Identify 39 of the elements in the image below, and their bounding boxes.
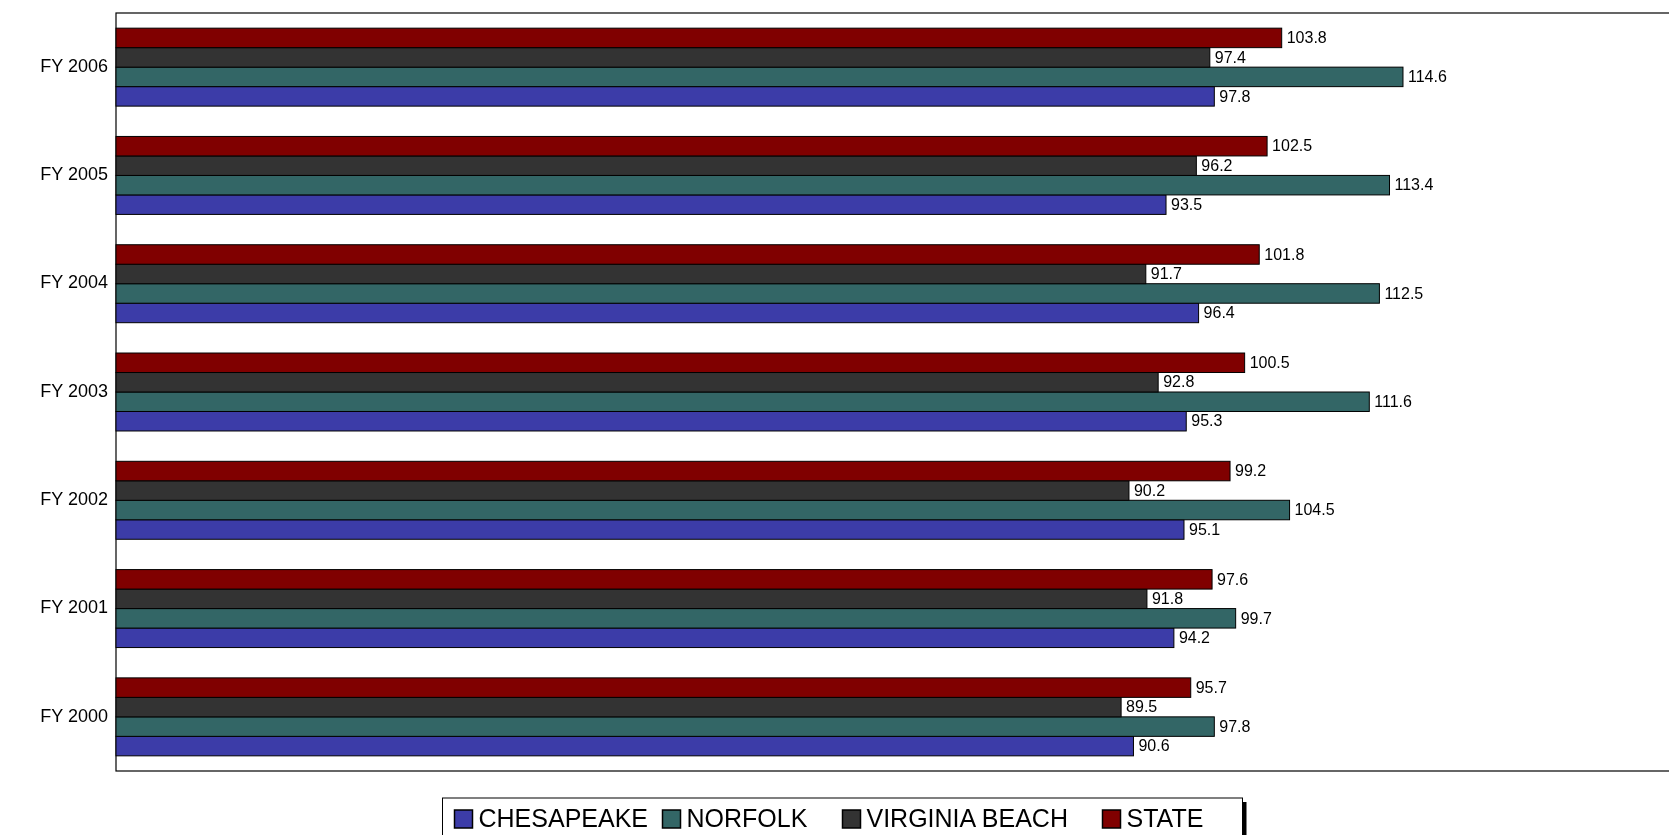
data-label: 104.5 xyxy=(1294,501,1335,519)
data-label: 99.7 xyxy=(1240,609,1272,627)
data-label: 97.8 xyxy=(1219,87,1251,105)
data-label: 113.4 xyxy=(1394,176,1434,194)
data-label: 100.5 xyxy=(1249,353,1290,371)
data-label: 97.6 xyxy=(1217,570,1249,588)
data-label: 97.8 xyxy=(1219,717,1251,735)
data-label: 99.2 xyxy=(1235,462,1267,480)
legend-label: CHESAPEAKE xyxy=(478,803,649,832)
data-label: 91.7 xyxy=(1150,265,1183,283)
legend-label: VIRGINIA BEACH xyxy=(866,803,1068,832)
y-tick-label: FY 2006 xyxy=(40,55,108,76)
data-label: 96.4 xyxy=(1203,304,1235,322)
data-label: 95.3 xyxy=(1191,412,1223,430)
data-label: 102.5 xyxy=(1272,137,1313,155)
data-label: 111.6 xyxy=(1374,392,1413,410)
data-label: 93.5 xyxy=(1171,195,1203,213)
data-label: 95.1 xyxy=(1188,520,1221,538)
data-label: 90.6 xyxy=(1138,737,1170,755)
data-label: 114.6 xyxy=(1407,68,1447,86)
legend-label: STATE xyxy=(1126,803,1204,832)
data-label: 89.5 xyxy=(1126,698,1158,716)
y-tick-label: FY 2005 xyxy=(40,164,108,185)
y-tick-label: FY 2004 xyxy=(40,272,108,293)
data-label: 101.8 xyxy=(1264,245,1305,263)
y-tick-label: FY 2000 xyxy=(40,705,108,726)
data-label: 95.7 xyxy=(1195,678,1227,696)
data-label: 103.8 xyxy=(1286,29,1327,47)
y-tick-label: FY 2001 xyxy=(40,597,108,618)
data-label: 91.8 xyxy=(1151,590,1184,608)
y-tick-label: FY 2002 xyxy=(40,489,108,510)
data-label: 97.4 xyxy=(1214,48,1247,66)
data-label: 112.5 xyxy=(1384,284,1424,302)
data-label: 96.2 xyxy=(1201,156,1233,174)
y-tick-label: FY 2003 xyxy=(40,380,108,401)
data-label: 92.8 xyxy=(1163,373,1195,391)
data-label: 90.2 xyxy=(1133,481,1166,499)
data-label: 94.2 xyxy=(1178,629,1211,647)
legend-label: NORFOLK xyxy=(686,803,808,832)
